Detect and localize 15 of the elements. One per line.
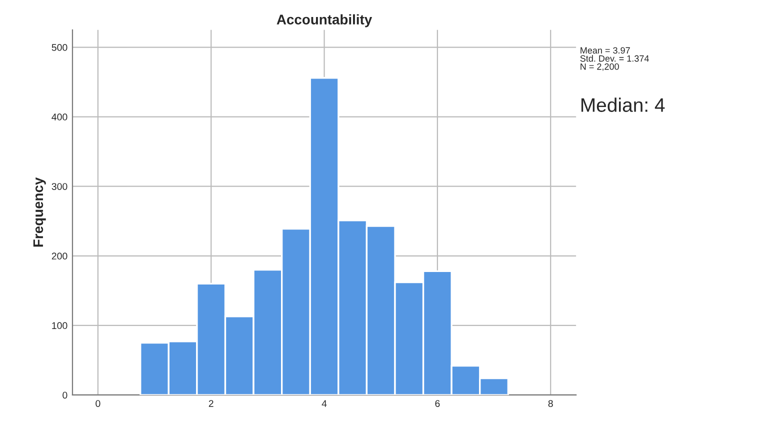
x-tick-label: 0 xyxy=(96,400,100,407)
x-tick-label: 8 xyxy=(548,400,553,407)
y-tick-label: 100 xyxy=(52,322,68,330)
chart-title: Accountability xyxy=(276,14,372,28)
x-tick-label: 6 xyxy=(435,400,440,407)
x-tick-label: 4 xyxy=(322,400,327,407)
y-tick-label: 400 xyxy=(52,114,68,120)
text: Median: 4 xyxy=(581,98,665,112)
y-axis-title: Frequency xyxy=(33,177,46,247)
x-tick-label: 2 xyxy=(208,400,214,407)
y-tick-label: 200 xyxy=(52,252,68,260)
y-tick-label: 0 xyxy=(62,392,68,399)
y-tick-label: 300 xyxy=(52,183,68,190)
text: Mean = 3.97 Std. Dev. = 1.374 N = 2,200 xyxy=(580,47,649,71)
y-tick-label: 500 xyxy=(52,44,68,51)
